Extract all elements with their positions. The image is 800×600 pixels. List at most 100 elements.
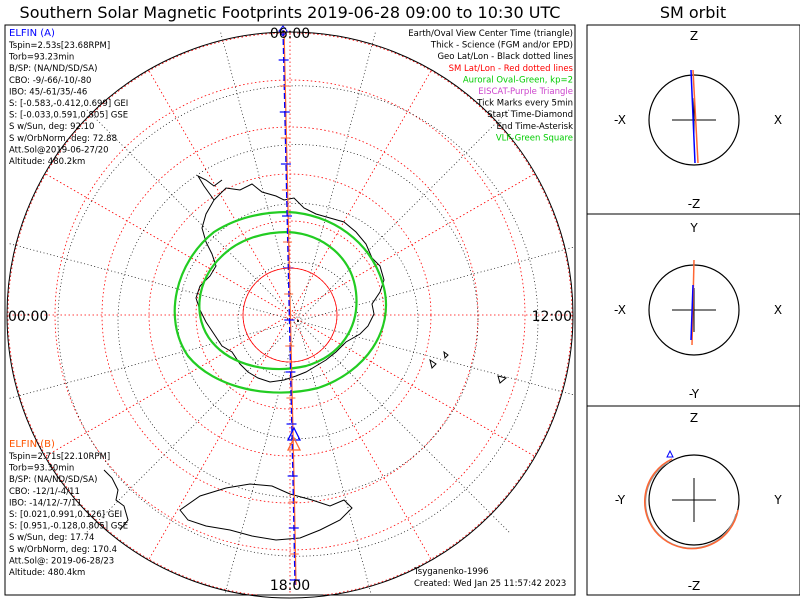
legend-entry: Start Time-Diamond	[487, 110, 573, 120]
satellite-info-line: IBO: -14/12/-7/11	[9, 498, 82, 508]
axis-label: -Y	[689, 387, 700, 401]
sm-orbit-panel-xz: Z -Z -X X	[614, 29, 782, 211]
satellite-name: ELFIN (B)	[9, 439, 55, 450]
axis-label: -Z	[688, 579, 701, 593]
legend-entry: EISCAT-Purple Triangle	[478, 87, 573, 97]
satellite-info-line: S w/OrbNorm, deg: 170.4	[9, 545, 117, 555]
satellite-info-line: Tspin=2.71s[22.10RPM]	[8, 452, 110, 462]
axis-label: -X	[614, 303, 626, 317]
geo-lon-line	[297, 320, 575, 396]
axis-label: -Y	[615, 493, 626, 507]
satellite-info-line: Torb=93.30min	[8, 464, 74, 474]
legend-entry: Thick - Science (FGM and/or EPD)	[430, 41, 573, 51]
geo-lat-circle	[177, 203, 419, 439]
satellite-info-line: Altitude: 480.4km	[9, 568, 85, 578]
mlt-label-right: 12:00	[532, 309, 572, 325]
sm-orbit-panel-xy: Y -Y -X X	[614, 221, 782, 401]
satellite-info-line: Tspin=2.53s[23.68RPM]	[8, 41, 110, 51]
geo-lon-line	[8, 243, 299, 322]
satellite-info-line: S: [-0.583,-0.412,0.699] GEI	[9, 99, 128, 109]
geo-lon-line	[297, 320, 372, 595]
legend-entry: VLF-Green Square	[496, 133, 573, 143]
elfin-b-info: ELFIN (B) Tspin=2.71s[22.10RPM] Torb=93.30…	[8, 439, 128, 578]
elfin-a-info: ELFIN (A) Tspin=2.53s[23.68RPM] Torb=93.23…	[8, 28, 128, 167]
sm-orbit-panels: Z -Z -X X Y -Y -X X Z -Z -Y Y	[614, 29, 782, 593]
mlt-label-left: 00:00	[8, 309, 48, 325]
axis-label: -Z	[688, 197, 701, 211]
sm-lon-line	[44, 173, 291, 316]
sm-lon-line	[289, 314, 536, 457]
elfin-a-start-diamond	[278, 25, 288, 37]
satellite-info-line: CBO: -12/1/-4/11	[9, 487, 80, 497]
satellite-info-line: Att.Sol@2019-06-27/20	[9, 145, 109, 155]
axis-label: -X	[614, 113, 626, 127]
geo-lon-line	[85, 108, 299, 322]
axis-label: Z	[690, 411, 698, 425]
antarctica-coastline	[195, 183, 385, 383]
earth-circle	[648, 454, 740, 546]
geo-lon-line	[297, 320, 511, 534]
elfin-b-orbit	[644, 458, 739, 550]
elfin-a-center-triangle	[286, 426, 302, 441]
satellite-info-line: B/SP: (NA/ND/SD/SA)	[9, 475, 97, 485]
legend: Earth/Oval View Center Time (triangle) Th…	[408, 29, 573, 143]
sm-lat-circle	[54, 79, 526, 551]
sm-lon-line	[44, 314, 291, 457]
chart-title: Southern Solar Magnetic Footprints 2019-…	[20, 3, 561, 22]
sm-longitude-lines	[7, 32, 573, 595]
legend-entry: Earth/Oval View Center Time (triangle)	[408, 29, 573, 39]
satellite-info-line: Altitude: 480.2km	[9, 157, 85, 167]
sm-panel-frame	[586, 24, 800, 596]
axis-label: Z	[690, 29, 698, 43]
sm-lat-circle	[7, 32, 573, 595]
satellite-info-line: B/SP: (NA/ND/SD/SA)	[9, 64, 97, 74]
sm-orbit-panel-yz: Z -Z -Y Y	[615, 411, 782, 593]
geo-lon-line	[8, 320, 299, 399]
start-marker	[666, 449, 674, 458]
elfin-b-track	[283, 29, 297, 586]
elfin-b-orbit	[692, 69, 699, 164]
geo-lon-line	[297, 246, 575, 322]
continent-outline-bottom	[179, 483, 353, 541]
sm-lon-line	[289, 69, 432, 316]
satellite-info-line: CBO: -9/-66/-10/-80	[9, 76, 91, 86]
model-credit: Tsyganenko-1996	[413, 567, 489, 577]
satellite-name: ELFIN (A)	[9, 28, 55, 39]
auroral-oval-inner	[198, 230, 358, 371]
satellite-info-line: S: [0.021,0.991,0.126] GEI	[9, 510, 122, 520]
sm-lon-line	[289, 314, 432, 561]
satellite-info-line: S w/Sun, deg: 92.10	[9, 122, 94, 132]
sm-lon-line	[289, 173, 536, 316]
created-timestamp: Created: Wed Jan 25 11:57:42 2023	[414, 579, 566, 589]
auroral-oval-outer	[173, 210, 388, 394]
axis-label: X	[774, 303, 782, 317]
continent-outline-left	[103, 469, 129, 531]
geo-lat-circle	[237, 261, 359, 381]
legend-entry: End Time-Asterisk	[496, 122, 573, 132]
antarctic-peninsula	[196, 174, 223, 201]
geo-lat-circle	[117, 144, 479, 498]
legend-entry: Geo Lat/Lon - Black dotted lines	[437, 52, 573, 62]
sm-lon-line	[148, 69, 291, 316]
satellite-info-line: S w/OrbNorm, deg: 72.88	[9, 134, 117, 144]
elfin-a-orbit	[690, 284, 694, 341]
elfin-b-center-triangle	[286, 436, 302, 451]
satellite-info-line: S: [0.951,-0.128,0.805] GSE	[9, 522, 128, 532]
axis-label: Y	[773, 493, 782, 507]
elfin-a-track	[282, 29, 296, 586]
sm-lon-line	[148, 314, 291, 561]
map-boundary	[6, 31, 574, 599]
geo-lon-line	[224, 320, 299, 595]
mlt-label-top: 06:00	[270, 26, 310, 42]
satellite-info-line: S: [-0.033,0.591,0.805] GSE	[9, 111, 128, 121]
satellite-info-line: S w/Sun, deg: 17.74	[9, 533, 94, 543]
geo-lon-line	[297, 31, 376, 322]
elfin-a-orbit	[690, 69, 696, 164]
geo-lon-line	[297, 108, 511, 322]
mlt-label-bottom: 18:00	[270, 578, 310, 594]
sm-pole-circle	[242, 267, 338, 363]
sm-orbit-title: SM orbit	[660, 3, 726, 22]
legend-entry: Auroral Oval-Green, kp=2	[463, 75, 573, 85]
legend-entry: SM Lat/Lon - Red dotted lines	[449, 64, 574, 74]
